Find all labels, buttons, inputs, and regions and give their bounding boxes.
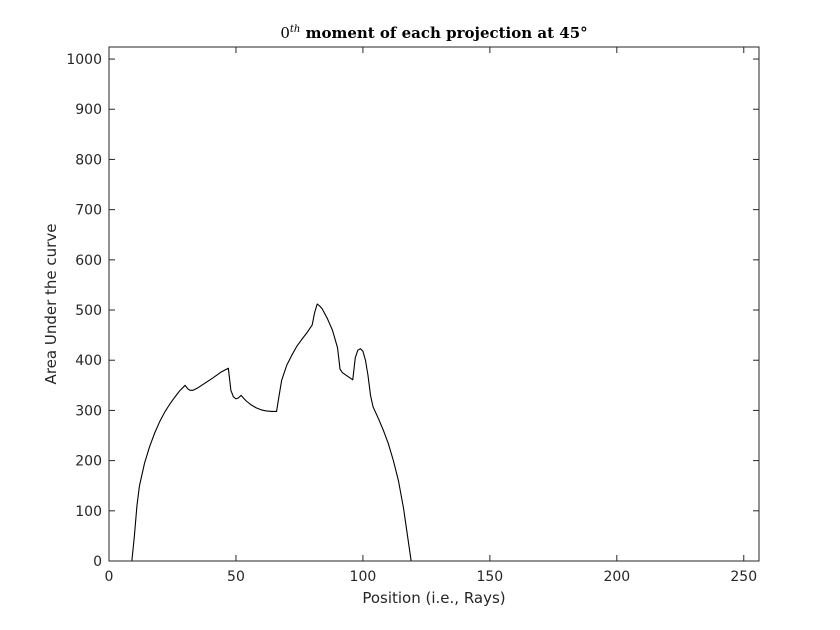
- x-tick-label: 200: [603, 569, 630, 585]
- tick-labels: 0 50 100 150 200 250 0 100 200 300 400 500 600 700 800…: [66, 52, 757, 585]
- x-tick-label: 0: [105, 569, 114, 585]
- series-line: [109, 303, 434, 562]
- plot-area: [109, 47, 759, 561]
- x-axis-label: Position (i.e., Rays): [362, 589, 505, 607]
- axes-box: [108, 46, 760, 562]
- title-superscript: th: [290, 24, 300, 35]
- x-tick-label: 150: [476, 569, 503, 585]
- y-tick-label: 700: [75, 203, 102, 219]
- y-tick-label: 500: [75, 303, 102, 319]
- x-tick-label: 100: [350, 569, 377, 585]
- y-tick-label: 400: [75, 353, 102, 369]
- y-tick-label: 600: [75, 253, 102, 269]
- y-tick-label: 100: [75, 504, 102, 520]
- title-rest: moment of each projection at 45°: [300, 24, 587, 42]
- y-tick-label: 200: [75, 454, 102, 470]
- chart-title: 0th moment of each projection at 45°: [280, 24, 587, 42]
- y-tick-label: 900: [75, 102, 102, 118]
- y-tick-label: 1000: [66, 52, 102, 68]
- y-tick-label: 800: [75, 152, 102, 168]
- x-tick-label: 50: [227, 569, 245, 585]
- y-tick-label: 300: [75, 403, 102, 419]
- y-tick-label: 0: [93, 554, 102, 570]
- title-main: 0: [280, 24, 290, 42]
- y-axis-label: Area Under the curve: [42, 224, 60, 385]
- x-tick-label: 250: [730, 569, 757, 585]
